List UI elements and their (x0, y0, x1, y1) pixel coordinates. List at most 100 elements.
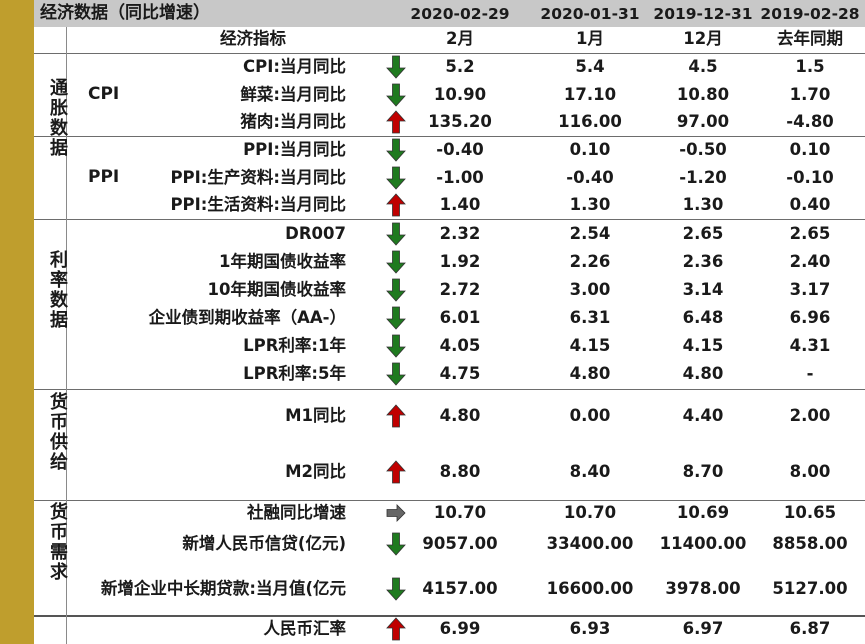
cell-value-v4: 1.70 (789, 85, 831, 104)
cell-value-v4: 2.00 (789, 406, 831, 425)
group-inflation-text: 通胀数据 (47, 78, 68, 158)
cell-value-v4: 4.31 (789, 336, 831, 355)
cell-value-v3: 97.00 (676, 112, 730, 131)
cell-value-v2: 16600.00 (546, 579, 634, 598)
col-header-c4: 去年同期 (777, 29, 843, 48)
trend-down-arrow-icon (386, 55, 406, 79)
cell-value-v1: 4.80 (439, 406, 481, 425)
cell-value-v4: -0.10 (786, 168, 834, 187)
cell-value-v3: 1.30 (682, 195, 724, 214)
cell-value-v1: -1.00 (436, 168, 484, 187)
trend-down-arrow-icon (386, 250, 406, 274)
cell-value-v4: 8858.00 (772, 534, 848, 553)
cell-value-v3: 4.5 (688, 57, 718, 76)
cell-value-v4: -4.80 (786, 112, 834, 131)
trend-down-arrow-icon (386, 532, 406, 556)
rule-vertical (66, 27, 67, 644)
trend-down-arrow-icon (386, 362, 406, 386)
rule-header (34, 53, 865, 54)
cell-value-v4: 0.10 (789, 140, 831, 159)
rule-demand-fx (34, 615, 865, 617)
gold-side-bar (0, 0, 34, 644)
cell-value-v4: 6.87 (789, 619, 831, 638)
cell-value-v2: -0.40 (566, 168, 614, 187)
row-label: 企业债到期收益率（AA-） (148, 308, 346, 327)
row-label: PPI:生产资料:当月同比 (170, 168, 346, 187)
cell-value-v1: 5.2 (445, 57, 475, 76)
group-rates-text: 利率数据 (47, 250, 68, 330)
cell-value-v2: 2.26 (569, 252, 611, 271)
col-header-c2: 1月 (576, 29, 604, 48)
row-label: 社融同比增速 (247, 503, 346, 522)
cell-value-v3: 10.80 (676, 85, 730, 104)
row-label: 新增企业中长期贷款:当月值(亿元 (100, 579, 346, 598)
trend-flat-arrow-icon (386, 501, 406, 525)
cell-value-v3: 4.40 (682, 406, 724, 425)
cell-value-v3: 8.70 (682, 462, 724, 481)
row-label: PPI:当月同比 (243, 140, 346, 159)
cell-value-v2: 17.10 (563, 85, 617, 104)
row-label: 鲜菜:当月同比 (240, 85, 346, 104)
cell-value-v2: 4.15 (569, 336, 611, 355)
group-money-supply-label: 货币供给 (42, 392, 68, 472)
trend-down-arrow-icon (386, 166, 406, 190)
cell-value-v3: 4.80 (682, 364, 724, 383)
cell-value-v4: 6.96 (789, 308, 831, 327)
cell-value-v2: 5.4 (575, 57, 605, 76)
cell-value-v1: 4.75 (439, 364, 481, 383)
cell-value-v1: 2.32 (439, 224, 481, 243)
group-money-demand-text: 货币需求 (47, 502, 68, 582)
cell-value-v1: 10.90 (433, 85, 487, 104)
date-col-1: 2020-02-29 (410, 5, 510, 23)
cell-value-v2: 3.00 (569, 280, 611, 299)
trend-down-arrow-icon (386, 334, 406, 358)
col-header-c1: 2月 (446, 29, 474, 48)
group-inflation-label: 通胀数据 (42, 78, 68, 158)
cell-value-v2: 6.93 (569, 619, 611, 638)
cell-value-v1: 2.72 (439, 280, 481, 299)
date-col-4: 2019-02-28 (760, 5, 860, 23)
rule-inflation-rates (34, 219, 865, 220)
table-title: 经济数据（同比增速） (40, 3, 210, 23)
cell-value-v4: 2.40 (789, 252, 831, 271)
cell-value-v1: 4157.00 (422, 579, 498, 598)
cell-value-v2: 10.70 (563, 503, 617, 522)
cell-value-v3: 11400.00 (659, 534, 747, 553)
group-money-supply-text: 货币供给 (47, 392, 68, 472)
trend-down-arrow-icon (386, 278, 406, 302)
subgroup-ppi: PPI (88, 167, 120, 187)
cell-value-v4: 2.65 (789, 224, 831, 243)
cell-value-v2: 2.54 (569, 224, 611, 243)
cell-value-v1: 10.70 (433, 503, 487, 522)
group-money-demand-label: 货币需求 (42, 502, 68, 582)
cell-value-v1: 6.01 (439, 308, 481, 327)
cell-value-v4: 8.00 (789, 462, 831, 481)
cell-value-v2: 6.31 (569, 308, 611, 327)
row-label: LPR利率:1年 (243, 336, 346, 355)
cell-value-v3: 6.97 (682, 619, 724, 638)
row-label: 10年期国债收益率 (207, 280, 346, 299)
row-label: M2同比 (285, 462, 346, 481)
cell-value-v4: 1.5 (795, 57, 825, 76)
cell-value-v4: 5127.00 (772, 579, 848, 598)
trend-down-arrow-icon (386, 138, 406, 162)
cell-value-v1: 1.92 (439, 252, 481, 271)
trend-down-arrow-icon (386, 577, 406, 601)
cell-value-v1: 9057.00 (422, 534, 498, 553)
trend-down-arrow-icon (386, 306, 406, 330)
trend-up-arrow-icon (386, 617, 406, 641)
cell-value-v3: 4.15 (682, 336, 724, 355)
cell-value-v2: 33400.00 (546, 534, 634, 553)
trend-up-arrow-icon (386, 193, 406, 217)
cell-value-v3: 3978.00 (665, 579, 741, 598)
row-label: 猪肉:当月同比 (240, 112, 346, 131)
cell-value-v1: 6.99 (439, 619, 481, 638)
rule-cpi-ppi (34, 136, 865, 137)
cell-value-v2: 0.10 (569, 140, 611, 159)
subgroup-cpi: CPI (88, 84, 120, 104)
row-label: 新增人民币信贷(亿元) (182, 534, 346, 553)
cell-value-v1: 8.80 (439, 462, 481, 481)
cell-value-v2: 116.00 (558, 112, 622, 131)
cell-value-v3: 3.14 (682, 280, 724, 299)
